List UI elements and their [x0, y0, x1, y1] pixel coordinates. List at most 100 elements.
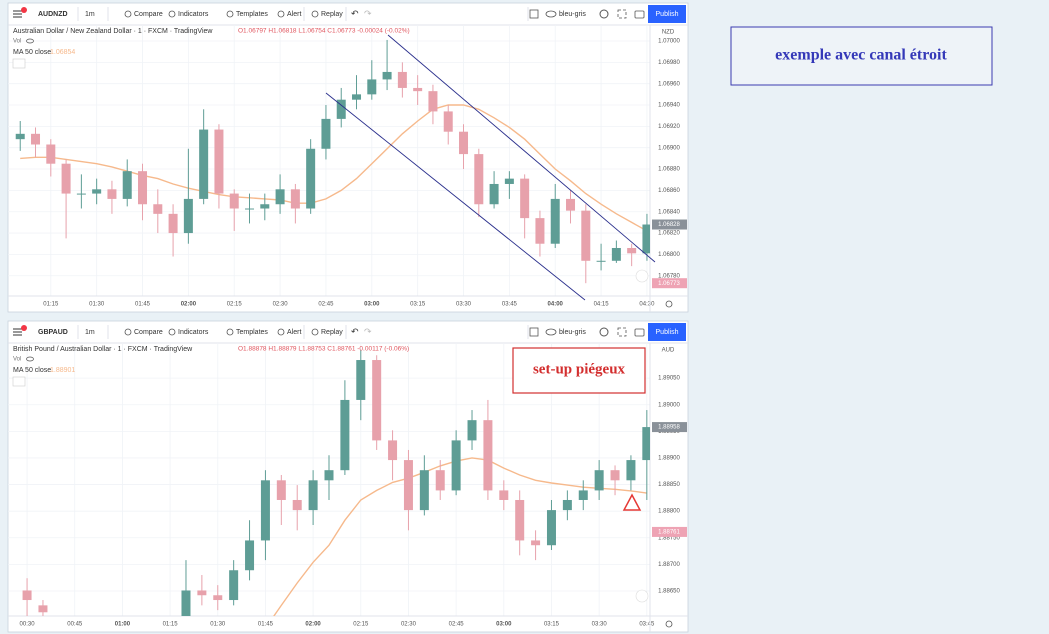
candle-body	[214, 129, 224, 194]
button-icon	[277, 10, 285, 18]
visibility-icon[interactable]	[26, 38, 34, 44]
redo[interactable]: ↷	[364, 8, 372, 18]
button-icon	[124, 328, 132, 336]
candle-body	[245, 540, 255, 571]
candle-body	[197, 590, 207, 596]
layout-name[interactable]: bleu-gris	[559, 329, 586, 336]
candle-body	[535, 218, 545, 244]
candle-body	[292, 499, 302, 511]
collapse-button[interactable]	[12, 58, 26, 69]
axis-settings[interactable]	[665, 300, 673, 308]
candle-body	[435, 470, 445, 491]
menu-button[interactable]	[13, 7, 27, 18]
toolbar-button[interactable]: Templates	[236, 11, 268, 18]
undo[interactable]: ↶	[351, 8, 359, 18]
candle-body	[15, 133, 25, 140]
toolbar-button[interactable]: Templates	[236, 329, 268, 336]
publish-button[interactable]	[648, 5, 686, 23]
menu-button[interactable]	[13, 325, 27, 336]
candle-body	[183, 198, 193, 234]
candle-body	[92, 189, 102, 194]
axis-settings[interactable]	[665, 620, 673, 628]
button-icon	[311, 10, 319, 18]
chart-panel: AUDNZD 1m Compare Indicators Templates Alert R…	[7, 2, 689, 313]
candle-body	[520, 178, 530, 219]
y-tick-label: 1.06800	[658, 252, 680, 258]
candle-body	[367, 79, 377, 95]
price-tag-label: 1.88761	[658, 529, 680, 535]
undo[interactable]: ↶	[351, 326, 359, 336]
panel-frame	[7, 2, 689, 313]
y-tick-label: 1.88750	[658, 535, 680, 541]
toolbar-button[interactable]: Replay	[321, 329, 343, 336]
layout-icon[interactable]	[529, 327, 539, 337]
toolbar-button[interactable]: Alert	[287, 11, 301, 18]
layout-name[interactable]: bleu-gris	[559, 11, 586, 18]
y-tick-label: 1.06940	[658, 103, 680, 109]
candle-body	[199, 129, 209, 199]
x-tick-label: 04:00	[548, 302, 564, 308]
scroll-button[interactable]	[635, 269, 649, 283]
candle-body	[596, 260, 606, 262]
interval[interactable]: 1m	[85, 329, 95, 336]
y-tick-label: 1.88800	[658, 509, 680, 515]
toolbar-button[interactable]: Replay	[321, 11, 343, 18]
ma-legend-name: MA 50 close	[13, 367, 51, 374]
collapse-button[interactable]	[12, 376, 26, 387]
x-tick-label: 03:45	[502, 302, 518, 308]
y-tick-label: 1.88700	[658, 562, 680, 568]
publish-label[interactable]: Publish	[656, 11, 679, 18]
layout-icon[interactable]	[529, 9, 539, 19]
candle-body	[459, 131, 469, 155]
candle-body	[213, 595, 223, 601]
toolbar-button[interactable]: Indicators	[178, 329, 209, 336]
visibility-icon[interactable]	[26, 356, 34, 362]
candle-body	[562, 499, 572, 511]
candle-body	[413, 87, 423, 92]
candle-body	[260, 204, 270, 209]
y-tick-label: 1.89000	[658, 402, 680, 408]
symbol[interactable]: GBPAUD	[38, 329, 68, 336]
candle-body	[581, 210, 591, 261]
currency[interactable]: NZD	[662, 30, 675, 36]
scroll-button[interactable]	[635, 589, 649, 603]
candle-body	[181, 590, 191, 616]
price-tag	[652, 526, 687, 537]
candle-body	[642, 427, 650, 461]
fullscreen-icon[interactable]	[617, 9, 627, 19]
candle-body	[515, 499, 525, 541]
candle-body	[489, 183, 499, 205]
redo[interactable]: ↷	[364, 326, 372, 336]
symbol[interactable]: AUDNZD	[38, 11, 68, 18]
y-tick-label: 1.06780	[658, 273, 680, 279]
publish-label[interactable]: Publish	[656, 329, 679, 336]
candle-body	[504, 178, 514, 184]
candle-body	[474, 154, 484, 205]
publish-button[interactable]	[648, 323, 686, 341]
candle-body	[22, 590, 32, 601]
settings-icon[interactable]	[599, 327, 609, 337]
channel-line	[325, 92, 586, 301]
x-tick-label: 00:45	[67, 622, 83, 628]
fullscreen-icon[interactable]	[617, 327, 627, 337]
snapshot-icon[interactable]	[634, 10, 645, 19]
x-tick-label: 03:15	[544, 622, 560, 628]
candle-body	[443, 111, 453, 132]
toolbar-button[interactable]: Compare	[134, 11, 163, 18]
currency[interactable]: AUD	[662, 348, 675, 354]
candle-body	[290, 189, 300, 209]
interval[interactable]: 1m	[85, 11, 95, 18]
price-tag	[652, 278, 687, 289]
plot	[15, 39, 650, 284]
y-tick-label: 1.06900	[658, 145, 680, 151]
toolbar-button[interactable]: Alert	[287, 329, 301, 336]
button-icon	[311, 328, 319, 336]
candle-body	[138, 171, 148, 205]
snapshot-icon[interactable]	[634, 328, 645, 337]
x-tick-label: 01:45	[135, 302, 151, 308]
settings-icon[interactable]	[599, 9, 609, 19]
toolbar-button[interactable]: Compare	[134, 329, 163, 336]
toolbar-button[interactable]: Indicators	[178, 11, 209, 18]
x-tick-label: 01:15	[43, 302, 59, 308]
plot	[22, 349, 650, 616]
